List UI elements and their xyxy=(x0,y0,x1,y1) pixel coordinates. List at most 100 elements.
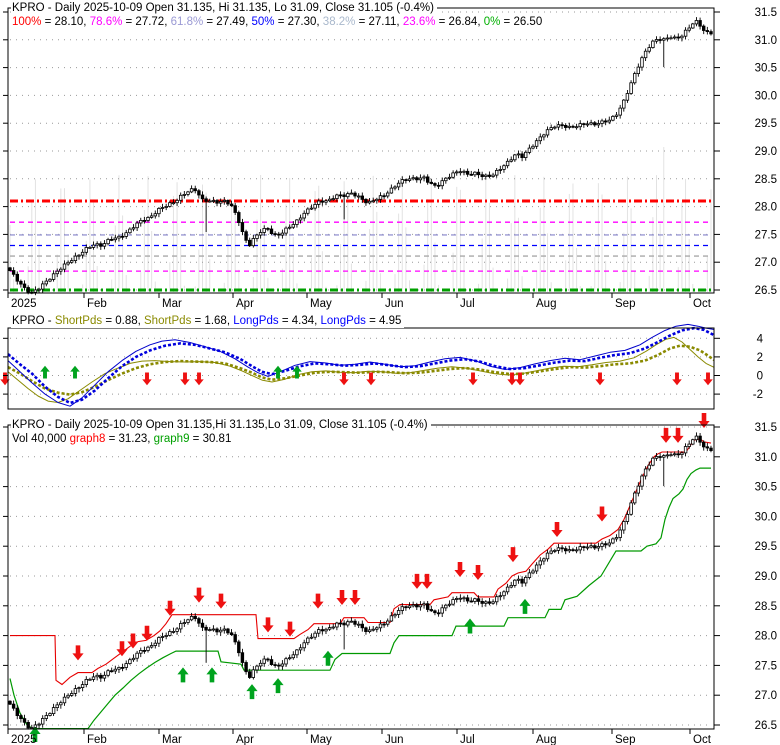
sell-arrow-icon xyxy=(336,589,348,605)
x-axis-label: Oct xyxy=(693,298,712,310)
panel3-volume-legend: Vol 40,000 graph8 = 31.23, graph9 = 30.8… xyxy=(11,433,235,446)
legend-segment: = 27.72, xyxy=(122,16,171,28)
y-axis-label: 0 xyxy=(757,371,763,383)
sell-arrow-icon xyxy=(194,372,204,386)
sell-arrow-icon xyxy=(312,593,324,609)
x-axis-label: 2025 xyxy=(11,298,37,310)
sell-arrow-icon xyxy=(349,589,361,605)
legend-segment: = 4.34, xyxy=(278,315,321,327)
legend-segment: = 26.50 xyxy=(500,16,543,28)
legend-segment: 61.8% xyxy=(170,16,204,28)
buy-arrow-icon xyxy=(70,365,80,379)
buy-arrow-icon xyxy=(40,365,50,379)
sell-arrow-icon xyxy=(468,372,478,386)
x-axis-label: May xyxy=(310,298,332,310)
y-axis-label: 27.5 xyxy=(755,660,777,672)
buy-arrow-icon xyxy=(206,667,218,683)
legend-segment: = 30.81 xyxy=(189,433,232,445)
legend-segment: ShortPds xyxy=(144,315,192,327)
x-axis-label: Apr xyxy=(236,734,254,745)
panel3-grid xyxy=(10,426,712,726)
panel1-candles xyxy=(8,17,713,296)
x-axis-label: Sep xyxy=(615,734,635,745)
sell-arrow-icon xyxy=(262,617,274,633)
buy-arrow-icon xyxy=(292,365,302,379)
panel3-graph9 xyxy=(9,467,711,730)
sell-arrow-icon xyxy=(193,587,205,603)
sell-arrow-icon xyxy=(454,561,466,577)
sell-arrow-icon xyxy=(215,593,227,609)
legend-segment: 23.6% xyxy=(402,16,436,28)
legend-segment: 100% xyxy=(12,16,42,28)
y-axis-label: 27.0 xyxy=(755,257,777,269)
buy-arrow-icon xyxy=(464,618,476,634)
y-axis-label: 30.0 xyxy=(755,90,777,102)
legend-segment: graph9 xyxy=(153,433,190,445)
buy-arrow-icon xyxy=(519,598,531,614)
y-axis-label: 31.5 xyxy=(755,422,777,434)
x-axis-label: Feb xyxy=(87,298,107,310)
panel2-title: KPRO - ShortPds = 0.88, ShortPds = 1.68,… xyxy=(11,315,405,328)
y-axis-label: 4 xyxy=(757,333,764,345)
legend-segment: KPRO - xyxy=(12,315,55,327)
panel2-frame xyxy=(3,327,720,410)
panel3-title: KPRO - Daily 2025-10-09 Open 31.135,Hi 3… xyxy=(11,419,431,432)
panel3-frame xyxy=(3,424,720,730)
sell-arrow-icon xyxy=(515,372,525,386)
sell-arrow-icon xyxy=(72,645,84,661)
panel2-arrows xyxy=(0,365,713,386)
sell-arrow-icon xyxy=(116,641,128,657)
sell-arrow-icon xyxy=(141,625,153,641)
y-axis-label: 26.5 xyxy=(755,720,777,732)
sell-arrow-icon xyxy=(0,372,10,386)
x-axis-label: Jun xyxy=(385,734,404,745)
buy-arrow-icon xyxy=(177,667,189,683)
panel2-y-labels: 4 2 0 -2 xyxy=(753,333,764,401)
y-axis-label: 30.0 xyxy=(755,511,777,523)
x-axis-label: Mar xyxy=(162,298,182,310)
x-axis-label: 2025 xyxy=(11,734,37,745)
panel3-x-labels: 2025 Feb Mar Apr May Jun Jul Aug Sep Oct xyxy=(7,729,712,745)
sell-arrow-icon xyxy=(507,547,519,563)
sell-arrow-icon xyxy=(411,573,423,589)
panel1-y-labels: 31.5 31.0 30.5 30.0 29.5 29.0 28.5 28.0 27.5 27.0… xyxy=(755,7,777,297)
panel3-arrows xyxy=(29,412,710,742)
buy-arrow-icon xyxy=(246,684,258,700)
y-axis-label: 31.0 xyxy=(755,35,777,47)
x-axis-label: Jul xyxy=(460,298,475,310)
x-axis-label: Feb xyxy=(87,734,107,745)
sell-arrow-icon xyxy=(284,621,296,637)
x-axis-label: Mar xyxy=(162,734,182,745)
y-axis-label: 31.5 xyxy=(755,7,777,19)
panel1-fib-lines xyxy=(10,199,711,292)
x-axis-label: Oct xyxy=(693,734,712,745)
y-axis-label: -2 xyxy=(753,389,763,401)
legend-segment: graph8 xyxy=(69,433,106,445)
y-axis-label: 30.5 xyxy=(755,63,777,75)
x-axis-label: May xyxy=(310,734,332,745)
legend-segment: = 4.95 xyxy=(365,315,402,327)
x-axis-label: Apr xyxy=(236,298,254,310)
legend-segment: LongPds xyxy=(233,315,279,327)
sell-arrow-icon xyxy=(595,372,605,386)
sell-arrow-icon xyxy=(127,633,139,649)
y-axis-label: 28.5 xyxy=(755,174,777,186)
y-axis-label: 29.0 xyxy=(755,571,777,583)
legend-segment: 78.6% xyxy=(89,16,123,28)
sell-arrow-icon xyxy=(180,372,190,386)
buy-arrow-icon xyxy=(273,365,283,379)
panel1-x-labels: 2025 Feb Mar Apr May Jun Jul Aug Sep Oct xyxy=(7,293,712,310)
x-axis-label: Jul xyxy=(460,734,475,745)
sell-arrow-icon xyxy=(672,372,682,386)
sell-arrow-icon xyxy=(507,372,517,386)
y-axis-label: 26.5 xyxy=(755,285,777,297)
y-axis-label: 31.0 xyxy=(755,452,777,464)
panel1-fib-legend: 100% = 28.10, 78.6% = 27.72, 61.8% = 27.… xyxy=(11,16,546,29)
sell-arrow-icon xyxy=(164,600,176,616)
legend-segment: = 1.68, xyxy=(191,315,234,327)
legend-segment: = 27.11, xyxy=(355,16,403,28)
panel3-candles xyxy=(8,432,713,731)
sell-arrow-icon xyxy=(142,372,152,386)
legend-segment: LongPds xyxy=(320,315,366,327)
